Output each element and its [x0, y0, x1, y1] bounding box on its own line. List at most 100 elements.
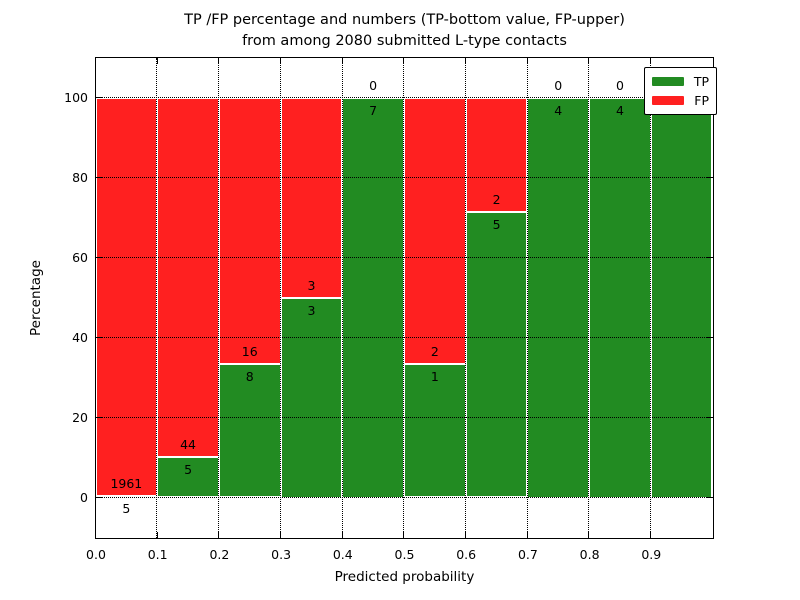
y-tick-label: 40 — [72, 330, 88, 345]
bar-fp-segment — [404, 97, 466, 365]
x-tick-bottom — [218, 531, 220, 538]
x-tick-bottom — [650, 531, 652, 538]
fp-count-label: 0 — [615, 77, 624, 93]
bar-tp-segment — [342, 97, 404, 498]
x-tick-label: 0.4 — [332, 547, 353, 562]
x-tick-bottom — [465, 531, 466, 538]
x-gridline — [588, 57, 590, 538]
y-tick-left — [95, 416, 102, 418]
bar-tp-segment — [589, 97, 651, 498]
x-tick-top — [341, 57, 343, 64]
y-tick-right — [706, 256, 713, 258]
y-tick-label: 100 — [64, 90, 88, 105]
y-tick-left — [95, 256, 102, 258]
x-tick-bottom — [156, 531, 158, 538]
legend: TP FP — [644, 67, 717, 115]
chart-title-line1: TP /FP percentage and numbers (TP-bottom… — [184, 12, 625, 28]
x-tick-top — [403, 57, 405, 64]
x-tick-label: 0.0 — [86, 547, 106, 562]
x-tick-top — [650, 57, 652, 64]
x-tick-label: 0.7 — [517, 547, 538, 562]
chart-title: TP /FP percentage and numbers (TP-bottom… — [96, 10, 713, 52]
x-tick-bottom — [526, 531, 528, 538]
x-gridline — [279, 57, 281, 538]
x-gridline — [650, 57, 651, 538]
x-tick-label: 0.8 — [579, 547, 600, 562]
legend-item-fp: FP — [645, 91, 716, 110]
y-axis-label: Percentage — [28, 260, 44, 336]
x-tick-label: 0.5 — [394, 547, 415, 562]
bar-tp-segment — [527, 97, 590, 498]
x-tick-label: 0.2 — [209, 547, 230, 562]
x-gridline — [218, 57, 220, 538]
bar-fp-segment — [157, 97, 219, 457]
x-tick-bottom — [94, 531, 96, 538]
bar-fp-segment — [218, 97, 281, 365]
tp-count-label: 5 — [184, 461, 193, 477]
x-gridline — [526, 57, 528, 538]
tp-count-label: 8 — [245, 369, 254, 385]
fp-count-label: 44 — [180, 436, 196, 452]
x-tick-label: 0.6 — [456, 547, 477, 562]
fp-count-label: 3 — [307, 277, 316, 293]
x-tick-bottom — [279, 531, 281, 538]
plot-area: 1961544516833072125040410 — [94, 56, 714, 539]
bar-tp-segment — [280, 297, 343, 498]
x-gridline — [341, 57, 343, 538]
y-tick-label: 60 — [72, 250, 88, 265]
x-gridline — [403, 57, 405, 538]
fp-color-swatch — [652, 96, 684, 105]
x-tick-label: 0.1 — [147, 547, 168, 562]
y-tick-right — [706, 176, 713, 178]
y-tick-right — [706, 496, 713, 498]
legend-label-tp: TP — [693, 74, 709, 89]
bar-tp-segment — [465, 211, 528, 498]
bar-tp-segment — [218, 364, 281, 498]
x-tick-top — [526, 57, 528, 64]
x-tick-bottom — [588, 531, 590, 538]
fp-count-label: 0 — [369, 77, 378, 93]
x-tick-top — [94, 57, 96, 64]
chart-title-line2: from among 2080 submitted L-type contact… — [242, 33, 567, 49]
tp-count-label: 5 — [492, 216, 501, 232]
tp-count-label: 4 — [615, 102, 624, 118]
y-tick-left — [95, 336, 102, 338]
bar-tp-segment — [650, 97, 713, 498]
x-tick-top — [465, 57, 466, 64]
tp-count-label: 4 — [554, 102, 563, 118]
tp-color-swatch — [652, 77, 684, 86]
x-tick-label: 0.9 — [641, 547, 662, 562]
bar-fp-segment — [280, 97, 343, 298]
x-tick-top — [588, 57, 590, 64]
x-gridline — [156, 57, 158, 538]
x-tick-label: 0.3 — [271, 547, 292, 562]
y-tick-left — [95, 96, 102, 98]
bar-fp-segment — [95, 97, 158, 497]
y-tick-label: 20 — [72, 410, 88, 425]
legend-label-fp: FP — [694, 93, 709, 108]
y-tick-left — [95, 496, 102, 498]
x-tick-top — [279, 57, 281, 64]
tp-count-label: 3 — [307, 302, 316, 318]
legend-item-tp: TP — [645, 72, 716, 91]
tp-count-label: 7 — [369, 102, 378, 118]
y-tick-right — [706, 336, 713, 338]
x-tick-bottom — [341, 531, 343, 538]
fp-count-label: 16 — [241, 344, 258, 360]
fp-count-label: 2 — [430, 344, 439, 360]
x-gridline — [464, 57, 466, 538]
fp-count-label: 1961 — [110, 476, 143, 492]
x-tick-top — [218, 57, 220, 64]
x-axis-label: Predicted probability — [334, 569, 475, 585]
y-tick-label: 0 — [80, 490, 88, 505]
y-tick-left — [95, 176, 102, 178]
x-tick-bottom — [403, 531, 405, 538]
y-tick-label: 80 — [72, 170, 88, 185]
y-tick-right — [706, 416, 713, 418]
fp-count-label: 2 — [492, 191, 501, 207]
fp-count-label: 0 — [554, 77, 563, 93]
tp-count-label: 5 — [122, 501, 131, 517]
tp-count-label: 1 — [430, 369, 439, 385]
x-tick-top — [156, 57, 158, 64]
